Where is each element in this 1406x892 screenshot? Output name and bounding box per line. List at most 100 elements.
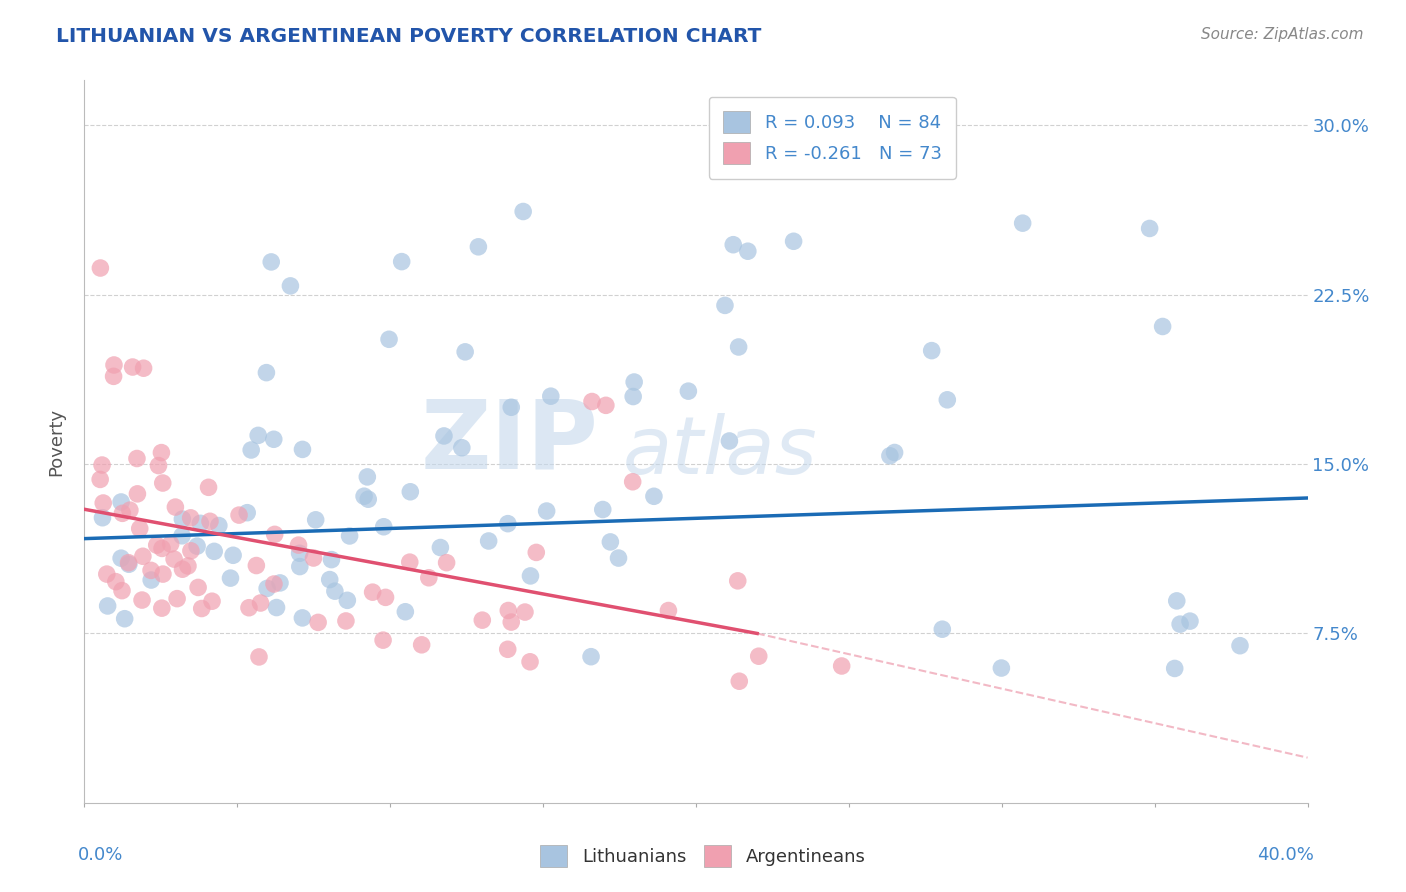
Point <box>197 480 219 494</box>
Point <box>450 441 472 455</box>
Point <box>202 544 225 558</box>
Point <box>118 558 141 572</box>
Point <box>190 516 212 531</box>
Point <box>728 674 751 689</box>
Point <box>291 611 314 625</box>
Point <box>454 344 477 359</box>
Point <box>91 458 114 472</box>
Point <box>117 556 139 570</box>
Point <box>921 343 943 358</box>
Point <box>118 503 141 517</box>
Point <box>599 535 621 549</box>
Point <box>240 442 263 457</box>
Point <box>127 487 149 501</box>
Point <box>399 484 422 499</box>
Point <box>595 398 617 412</box>
Point <box>657 603 679 617</box>
Text: atlas: atlas <box>623 413 817 491</box>
Point <box>152 476 174 491</box>
Point <box>247 649 270 664</box>
Text: LITHUANIAN VS ARGENTINEAN POVERTY CORRELATION CHART: LITHUANIAN VS ARGENTINEAN POVERTY CORREL… <box>56 27 762 45</box>
Point <box>1163 661 1185 675</box>
Point <box>150 601 173 615</box>
Point <box>336 593 359 607</box>
Point <box>110 495 132 509</box>
Point <box>305 513 328 527</box>
Point <box>879 449 901 463</box>
Point <box>579 649 602 664</box>
Point <box>498 603 520 617</box>
Point <box>201 594 224 608</box>
Point <box>990 661 1012 675</box>
Point <box>163 552 186 566</box>
Point <box>1229 639 1251 653</box>
Point <box>254 366 277 380</box>
Point <box>89 260 111 275</box>
Point <box>501 401 523 415</box>
Point <box>104 574 127 589</box>
Y-axis label: Poverty: Poverty <box>48 408 66 475</box>
Point <box>519 655 541 669</box>
Point <box>524 545 547 559</box>
Point <box>782 234 804 248</box>
Point <box>97 599 120 613</box>
Point <box>228 508 250 522</box>
Point <box>269 575 291 590</box>
Point <box>621 390 644 404</box>
Point <box>245 558 267 573</box>
Point <box>831 659 853 673</box>
Point <box>512 204 534 219</box>
Point <box>418 571 440 585</box>
Point <box>180 511 202 525</box>
Point <box>263 527 285 541</box>
Point <box>496 516 519 531</box>
Point <box>170 529 193 543</box>
Legend: R = 0.093    N = 84, R = -0.261   N = 73: R = 0.093 N = 84, R = -0.261 N = 73 <box>709 96 956 178</box>
Point <box>436 556 458 570</box>
Point <box>121 359 143 374</box>
Point <box>411 638 433 652</box>
Point <box>335 614 357 628</box>
Point <box>1139 221 1161 235</box>
Point <box>378 332 401 346</box>
Point <box>319 573 342 587</box>
Point <box>187 581 209 595</box>
Point <box>607 551 630 566</box>
Point <box>166 591 188 606</box>
Point <box>471 613 494 627</box>
Point <box>429 541 451 555</box>
Point <box>288 559 311 574</box>
Point <box>89 472 111 486</box>
Point <box>208 518 231 533</box>
Text: 40.0%: 40.0% <box>1257 847 1313 864</box>
Point <box>815 131 838 145</box>
Point <box>165 500 187 514</box>
Point <box>357 492 380 507</box>
Point <box>263 577 285 591</box>
Point <box>125 451 148 466</box>
Point <box>371 633 394 648</box>
Point <box>152 567 174 582</box>
Point <box>1178 614 1201 628</box>
Point <box>373 520 395 534</box>
Text: Source: ZipAtlas.com: Source: ZipAtlas.com <box>1201 27 1364 42</box>
Point <box>513 605 536 619</box>
Point <box>150 445 173 459</box>
Point <box>148 458 170 473</box>
Point <box>114 612 136 626</box>
Point <box>714 298 737 312</box>
Point <box>150 541 173 556</box>
Point <box>723 237 745 252</box>
Point <box>266 600 288 615</box>
Point <box>139 563 162 577</box>
Point <box>236 506 259 520</box>
Point <box>433 429 456 443</box>
Point <box>501 615 523 629</box>
Point <box>145 538 167 552</box>
Point <box>361 585 384 599</box>
Point <box>323 584 346 599</box>
Point <box>110 551 132 566</box>
Point <box>247 428 270 442</box>
Point <box>1168 617 1191 632</box>
Point <box>394 605 416 619</box>
